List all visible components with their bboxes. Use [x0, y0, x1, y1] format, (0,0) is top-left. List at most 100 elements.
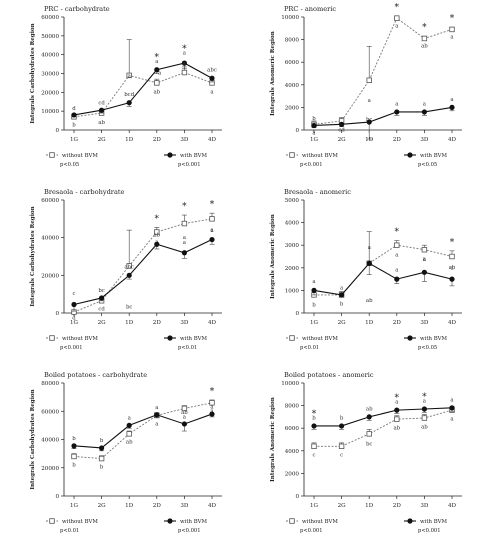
chart-panel-3: Bresaola - carbohydrate 0 20000 40000 60000 1…: [30, 188, 222, 351]
significance-letter: cd: [98, 307, 105, 313]
data-point: [449, 253, 455, 260]
y-tick-label: 60000: [41, 409, 59, 415]
series-without-bvm: b ab ab a: [71, 39, 215, 129]
significance-letter: a: [368, 98, 372, 104]
data-point: [98, 455, 105, 462]
data-point: [311, 122, 317, 129]
series-without-bvm: c c bc ab ab a: [311, 406, 455, 459]
significance-letter: bc: [366, 441, 372, 447]
x-tick-label: 2G: [98, 320, 107, 326]
legend-label-without: without BVM: [302, 519, 338, 525]
x-tick-label: 3D: [180, 320, 189, 326]
p-value-with: p<0.05: [418, 162, 437, 168]
y-tick-label: 80000: [41, 381, 59, 387]
x-tick-label: 3D: [180, 503, 189, 509]
significance-star: *: [182, 202, 187, 212]
p-value-without: p<0.01: [300, 345, 319, 351]
data-point: [311, 423, 317, 429]
chart-panel-6: Boiled potatoes - anomeric 0 2000 4000 6000 8…: [270, 371, 462, 534]
chart-panel-2: PRC - anomeric 0 2000 4000 6000 8000 10000 1G 2G…: [270, 3, 462, 168]
x-tick-label: 1D: [125, 503, 134, 509]
panel-title: PRC - carbohydrate: [44, 5, 110, 13]
significance-letter: d: [72, 106, 76, 112]
legend-label-without: without BVM: [62, 153, 98, 159]
y-tick-label: 8000: [285, 404, 300, 410]
series-without-bvm: dcdbcaaa: [71, 212, 215, 322]
y-tick-label: 6000: [285, 426, 300, 432]
data-point: [209, 411, 215, 417]
data-point: [126, 263, 132, 269]
y-tick-label: 20000: [41, 273, 59, 279]
y-axis-label: Integrals Anomeric Region: [270, 214, 276, 299]
x-tick-label: 1D: [365, 137, 374, 143]
significance-letter: ab: [449, 265, 456, 271]
x-tick-label: 2D: [153, 137, 162, 143]
series-line: [73, 402, 213, 460]
legend-marker-with: [167, 518, 173, 524]
significance-letter: a: [450, 397, 454, 403]
significance-letter: a: [210, 228, 214, 234]
panel-title: Bresaola - carbohydrate: [44, 188, 125, 196]
data-point: [181, 250, 187, 256]
significance-star: *: [395, 394, 400, 404]
legend-marker-without: [289, 518, 295, 524]
series-line: [73, 72, 213, 118]
p-value-without: p<0.01: [60, 528, 79, 534]
y-tick-label: 10000: [281, 381, 299, 387]
p-value-with: p<0.001: [178, 162, 201, 168]
significance-letter: b: [72, 436, 76, 442]
significance-letter: abc: [124, 265, 134, 271]
x-tick-label: 1G: [70, 320, 79, 326]
significance-letter: a: [395, 23, 399, 29]
panel-title: PRC - anomeric: [284, 5, 336, 13]
data-point: [338, 443, 345, 449]
y-tick-label: 40000: [41, 438, 59, 444]
panel-title: Boiled potatoes - anomeric: [284, 371, 374, 379]
data-point: [126, 422, 132, 428]
legend-label-without: without BVM: [302, 336, 338, 342]
p-value-without: p<0.001: [300, 528, 323, 534]
legend-marker-without: [49, 152, 55, 158]
series-line: [73, 413, 213, 449]
significance-letter: bc: [98, 288, 104, 294]
y-tick-label: 40000: [41, 236, 59, 242]
data-point: [339, 423, 345, 429]
series-with-bvm: b a a a a: [311, 97, 455, 140]
p-value-without: p<0.001: [300, 162, 323, 168]
data-point: [154, 80, 160, 86]
data-point: [421, 406, 427, 412]
x-tick-label: 2G: [338, 320, 347, 326]
y-tick-label: 8000: [285, 38, 300, 44]
significance-letter: a: [128, 416, 132, 422]
significance-letter: bcd: [124, 92, 134, 98]
significance-letter: c: [312, 453, 315, 459]
series-without-bvm: acdbcaaba: [311, 15, 455, 137]
y-tick-label: 4000: [285, 449, 300, 455]
x-tick-label: 1G: [310, 503, 319, 509]
data-point: [154, 67, 160, 73]
significance-letter: a: [183, 50, 187, 56]
legend-marker-with: [407, 335, 413, 341]
legend-marker-without: [289, 152, 295, 158]
chart-panel-4: Bresaola - anomeric 0 1000 2000 3000 4000 5000…: [270, 188, 462, 351]
significance-letter: a: [183, 61, 187, 67]
x-tick-label: 4D: [208, 137, 217, 143]
significance-star: *: [312, 410, 317, 420]
data-point: [99, 445, 105, 451]
y-tick-label: 10000: [41, 109, 59, 115]
x-tick-label: 2G: [338, 137, 347, 143]
p-value-with: p<0.001: [178, 528, 201, 534]
significance-letter: ab: [421, 424, 428, 430]
data-point: [181, 220, 188, 227]
x-tick-label: 4D: [208, 320, 217, 326]
significance-star: *: [395, 3, 400, 13]
data-point: [339, 121, 345, 127]
series-line: [313, 106, 453, 127]
significance-letter: b: [72, 123, 76, 129]
legend-label-without: without BVM: [62, 519, 98, 525]
legend-marker-without: [289, 335, 295, 341]
significance-letter: a: [312, 131, 316, 137]
y-tick-label: 20000: [41, 90, 59, 96]
